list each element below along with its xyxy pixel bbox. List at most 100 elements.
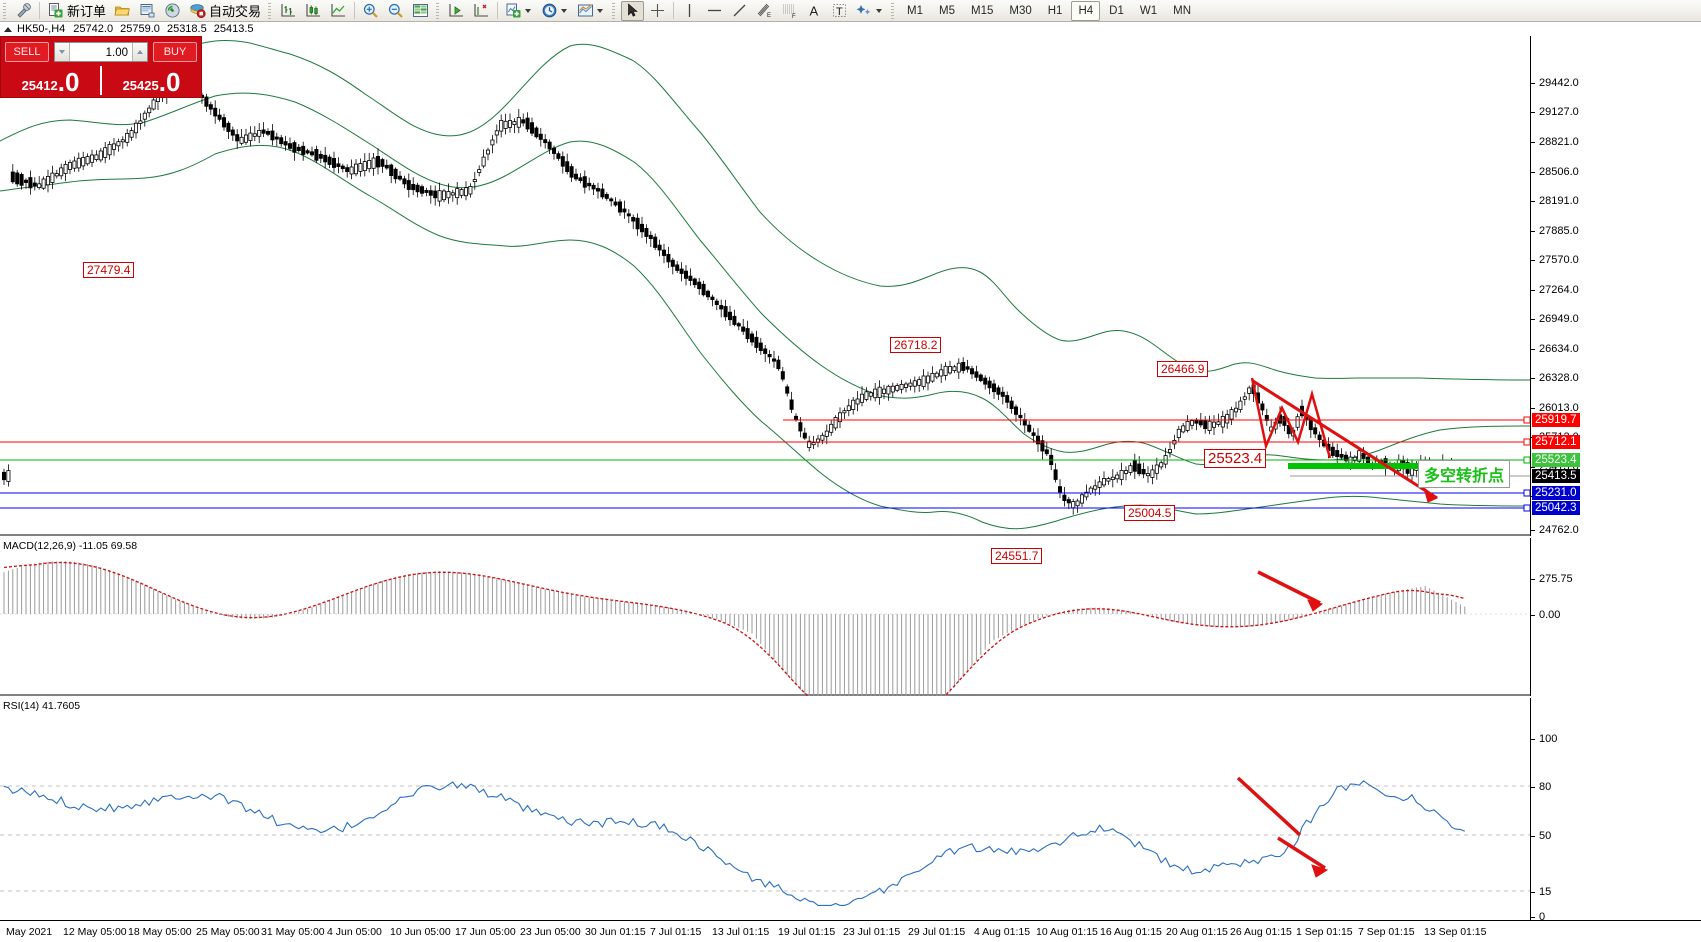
sell-price[interactable]: 25412 .0: [1, 64, 100, 97]
timeframe-h1[interactable]: H1: [1047, 4, 1063, 17]
auto-scroll-icon: [448, 2, 465, 19]
zigzag-pattern: [1250, 377, 1332, 459]
trade-panel-top-row: SELL 1.00 BUY: [1, 37, 201, 64]
cursor-icon: [624, 2, 641, 19]
time-axis[interactable]: May 2021 12 May 05:00 18 May 05:00 25 May 0…: [0, 920, 1701, 942]
chinese-note-pivot[interactable]: 多空转折点: [1418, 460, 1511, 488]
toolbar-grip-3[interactable]: [435, 1, 443, 20]
volume-decrement-button[interactable]: [55, 43, 70, 61]
candlestick-chart-button[interactable]: [302, 1, 325, 21]
text-button[interactable]: A: [803, 1, 826, 21]
price-annotation-24551[interactable]: 24551.7: [991, 548, 1043, 564]
vertical-line-icon: [681, 2, 698, 19]
price-level-label[interactable]: 25523.4: [1532, 453, 1580, 467]
zoom-in-button[interactable]: [359, 1, 382, 21]
price-level-label[interactable]: 25413.5: [1532, 469, 1580, 483]
text-label-icon: T: [831, 2, 848, 19]
sell-button[interactable]: SELL: [5, 42, 49, 62]
new-order-icon: [47, 2, 64, 19]
time-axis-label: 25 May 05:00: [196, 926, 260, 938]
timeframe-m30[interactable]: M30: [1009, 4, 1032, 17]
new-order-button[interactable]: 新订单: [44, 1, 109, 21]
templates-caret-icon[interactable]: [597, 8, 604, 13]
timeframe-w1[interactable]: W1: [1139, 4, 1158, 17]
time-axis-label: 30 Jun 01:15: [585, 926, 646, 938]
toolbar-grip-2[interactable]: [267, 1, 275, 20]
price-level-label[interactable]: 25231.0: [1532, 486, 1580, 500]
buy-price[interactable]: 25425 .0: [102, 64, 201, 97]
horizontal-line-button[interactable]: [703, 1, 726, 21]
price-annotation-26718[interactable]: 26718.2: [890, 337, 942, 353]
toolbar-grip[interactable]: [2, 1, 9, 20]
text-label-button[interactable]: T: [828, 1, 851, 21]
volume-increment-button[interactable]: [132, 43, 147, 61]
auto-scroll-button[interactable]: [445, 1, 468, 21]
price-annotation-25004[interactable]: 25004.5: [1124, 505, 1176, 521]
price-axis[interactable]: 29442.0 29127.0 28821.0 28506.0 28191.0 27885…: [1530, 36, 1701, 565]
collapse-triangle-icon[interactable]: [4, 26, 12, 32]
macd-signal-line: [3, 561, 1465, 696]
rsi-axis[interactable]: 100 80 50 15 0: [1530, 698, 1701, 923]
objects-caret-icon[interactable]: [876, 8, 883, 13]
signals-button[interactable]: [161, 1, 184, 21]
data-window-button[interactable]: [409, 1, 432, 21]
time-axis-label: 16 Aug 01:15: [1100, 926, 1162, 938]
price-level-label[interactable]: 25042.3: [1532, 501, 1580, 515]
crosshair-button[interactable]: [646, 1, 669, 21]
time-axis-label: 31 May 05:00: [261, 926, 325, 938]
timeframe-h4[interactable]: H4: [1071, 0, 1101, 21]
price-level-label[interactable]: 25919.7: [1532, 413, 1580, 427]
timeframe-m1[interactable]: M1: [907, 4, 924, 17]
trendline-button[interactable]: [728, 1, 751, 21]
zoom-in-icon: [362, 2, 379, 19]
objects-list-button[interactable]: [853, 1, 887, 21]
price-pane[interactable]: 27479.4 26718.2 26466.9 25523.4 25004.5 …: [0, 36, 1530, 564]
zoom-out-button[interactable]: [384, 1, 407, 21]
macd-axis[interactable]: 275.750.00-698.77: [1530, 538, 1701, 731]
mql5-community-button[interactable]: [111, 1, 134, 21]
terminal-button[interactable]: [136, 1, 159, 21]
price-annotation-25523[interactable]: 25523.4: [1204, 449, 1267, 468]
timeframe-m15[interactable]: M15: [971, 4, 994, 17]
timeframe-mn[interactable]: MN: [1173, 4, 1191, 17]
macd-indicator-label: MACD(12,26,9) -11.05 69.58: [3, 540, 138, 552]
indicators-button[interactable]: [502, 1, 536, 21]
indicators-caret-icon[interactable]: [525, 8, 532, 13]
signal-icon: [164, 2, 181, 19]
one-click-trading-panel[interactable]: SELL 1.00 BUY 25412 .0 25425 .0: [0, 36, 202, 98]
volume-value[interactable]: 1.00: [105, 47, 128, 59]
toolbar-grip-4[interactable]: [611, 1, 619, 20]
auto-trading-button[interactable]: 自动交易: [186, 1, 264, 21]
volume-stepper[interactable]: 1.00: [54, 42, 148, 62]
crosshair-icon: [649, 2, 666, 19]
indicators-icon: [505, 2, 522, 19]
fibonacci-button[interactable]: F: [778, 1, 801, 21]
candlestick-series: [2, 67, 1459, 515]
new-order-label: 新订单: [67, 4, 107, 19]
time-axis-label: 10 Jun 05:00: [390, 926, 451, 938]
chart-shift-button[interactable]: [470, 1, 493, 21]
vertical-line-button[interactable]: [678, 1, 701, 21]
price-annotation-26466[interactable]: 26466.9: [1157, 361, 1209, 377]
chart-area[interactable]: 27479.4 26718.2 26466.9 25523.4 25004.5 …: [0, 36, 1701, 942]
ohlc-close: 25413.5: [213, 23, 254, 35]
macd-pane[interactable]: MACD(12,26,9) -11.05 69.58: [0, 538, 1530, 696]
price-annotation-27479[interactable]: 27479.4: [83, 262, 135, 278]
buy-button[interactable]: BUY: [153, 42, 197, 62]
line-chart-button[interactable]: [327, 1, 350, 21]
cursor-button[interactable]: [621, 0, 645, 21]
rsi-pane[interactable]: RSI(14) 41.7605: [0, 698, 1530, 920]
periods-caret-icon[interactable]: [561, 8, 568, 13]
price-level-label[interactable]: 25712.1: [1532, 435, 1580, 449]
fibonacci-icon: F: [781, 2, 798, 19]
equidistant-channel-button[interactable]: E: [753, 1, 776, 21]
periods-button[interactable]: [538, 1, 572, 21]
objects-icon: [856, 2, 873, 19]
templates-button[interactable]: [574, 1, 608, 21]
toolbar-settings-button[interactable]: [12, 1, 35, 21]
toolbar-grip-5[interactable]: [890, 1, 898, 20]
rsi-chart-svg: [0, 776, 1530, 906]
timeframe-d1[interactable]: D1: [1109, 4, 1124, 17]
timeframe-m5[interactable]: M5: [939, 4, 955, 17]
bar-chart-button[interactable]: [277, 1, 300, 21]
